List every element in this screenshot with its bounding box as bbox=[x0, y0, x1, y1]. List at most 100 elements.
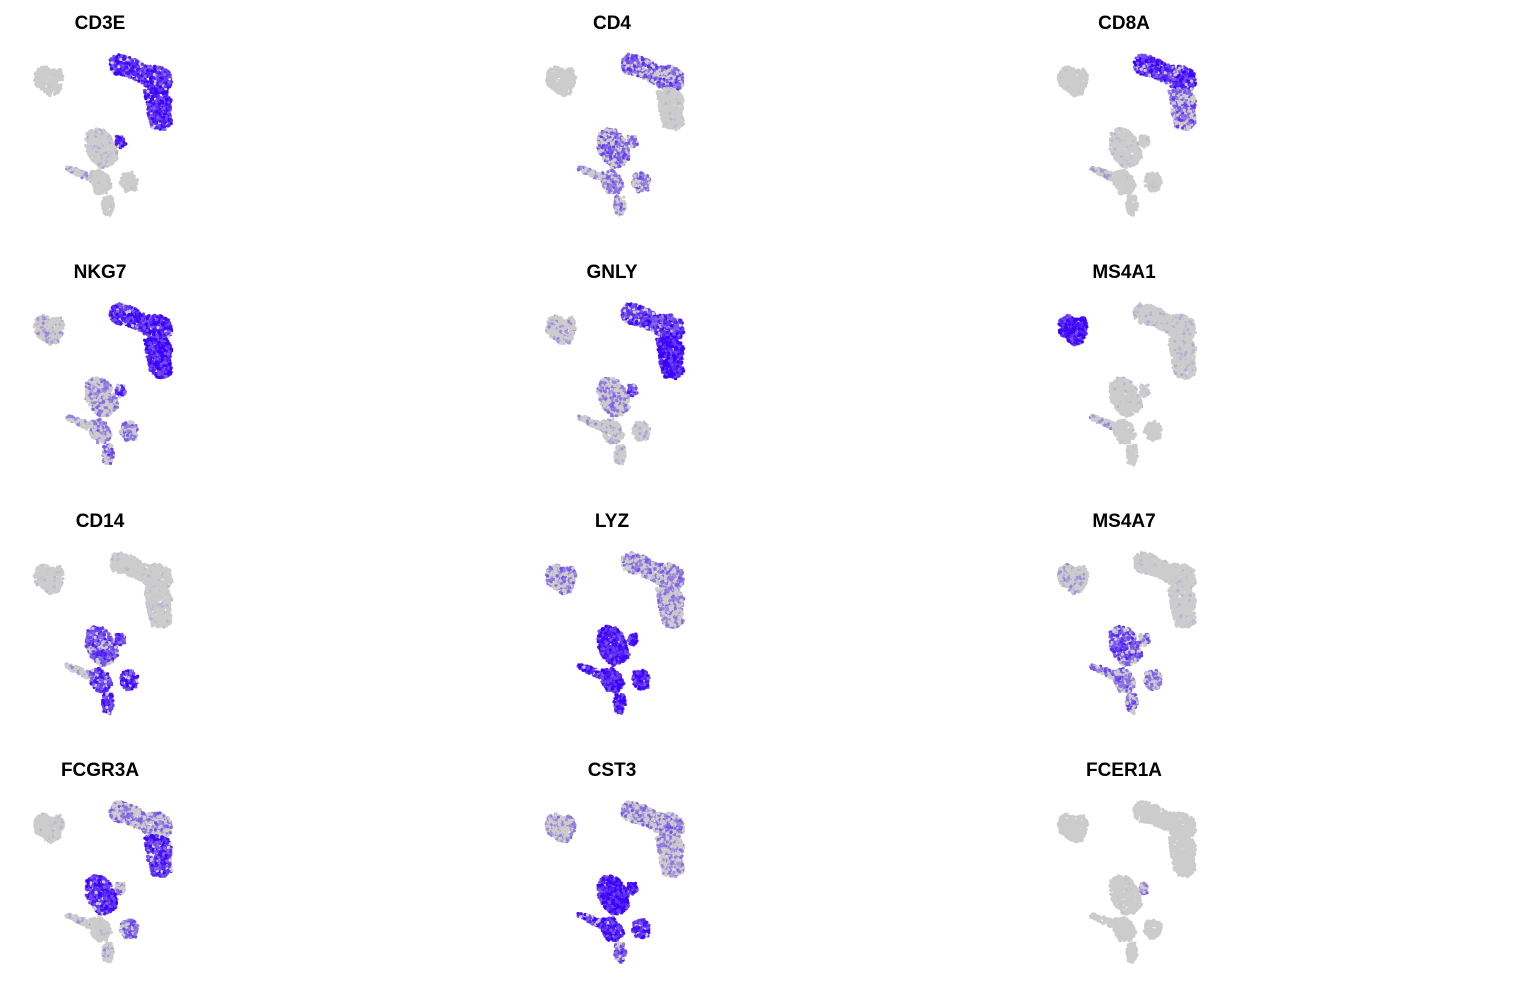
cell-point bbox=[680, 84, 685, 88]
cell-point bbox=[672, 76, 676, 80]
cell-point bbox=[140, 62, 144, 66]
cell-point bbox=[112, 141, 116, 145]
cell-point bbox=[582, 169, 587, 173]
cell-point bbox=[635, 140, 639, 144]
cell-point bbox=[127, 72, 131, 76]
cell-point bbox=[128, 182, 132, 186]
cell-point bbox=[680, 96, 684, 100]
cell-point bbox=[591, 174, 595, 178]
cell-point bbox=[131, 178, 136, 182]
cell-point bbox=[141, 67, 145, 71]
cell-point bbox=[98, 162, 102, 166]
cell-point bbox=[681, 76, 685, 80]
cell-point bbox=[547, 75, 551, 79]
cell-point bbox=[564, 92, 568, 96]
cell-point bbox=[680, 118, 684, 122]
cell-point bbox=[84, 138, 88, 142]
cell-point bbox=[167, 118, 171, 122]
cell-point bbox=[672, 82, 676, 86]
cell-point bbox=[163, 84, 167, 89]
cell-point bbox=[627, 71, 631, 76]
cell-point bbox=[51, 86, 55, 90]
cell-point bbox=[681, 99, 685, 103]
cell-point bbox=[679, 70, 683, 74]
cell-point bbox=[90, 173, 94, 177]
cell-point bbox=[121, 172, 125, 176]
cell-point bbox=[48, 69, 52, 73]
cell-point bbox=[647, 68, 651, 72]
cell-point bbox=[162, 112, 166, 116]
cell-point bbox=[678, 109, 682, 113]
cell-point bbox=[558, 74, 562, 78]
cell-point bbox=[556, 81, 560, 85]
cluster-T-bottom bbox=[655, 86, 686, 132]
cell-point bbox=[104, 153, 108, 157]
cell-point bbox=[95, 139, 99, 143]
cell-point bbox=[141, 72, 145, 76]
cell-point bbox=[621, 140, 625, 144]
cell-point bbox=[629, 68, 633, 72]
cell-point bbox=[670, 95, 674, 100]
cell-point bbox=[145, 71, 150, 75]
cell-point bbox=[37, 81, 41, 85]
cell-point bbox=[104, 213, 108, 217]
cell-point bbox=[103, 208, 107, 212]
cell-point bbox=[646, 64, 650, 68]
cluster-lower-right bbox=[118, 170, 140, 194]
cell-point bbox=[678, 86, 682, 90]
cell-point bbox=[584, 171, 588, 176]
cell-point bbox=[92, 178, 96, 182]
cell-point bbox=[156, 78, 160, 82]
cell-point bbox=[656, 82, 660, 86]
cell-point bbox=[632, 134, 636, 139]
cell-point bbox=[50, 80, 54, 84]
cell-point bbox=[598, 132, 602, 136]
cell-point bbox=[668, 74, 672, 78]
cell-point bbox=[43, 90, 47, 94]
cell-point bbox=[645, 59, 649, 63]
cell-point bbox=[101, 204, 105, 208]
cell-point bbox=[110, 61, 114, 65]
cell-point bbox=[606, 157, 610, 161]
cell-point bbox=[157, 88, 162, 92]
cluster-mono-main bbox=[84, 127, 119, 170]
cell-point bbox=[53, 91, 57, 96]
cell-point bbox=[611, 134, 615, 138]
cell-point bbox=[149, 75, 153, 79]
cell-point bbox=[33, 72, 37, 76]
cell-point bbox=[657, 90, 661, 94]
cell-point bbox=[606, 170, 610, 174]
cell-point bbox=[609, 137, 613, 141]
cell-point bbox=[662, 114, 666, 118]
cell-point bbox=[41, 79, 45, 83]
cell-point bbox=[91, 182, 95, 187]
cell-point bbox=[154, 104, 158, 108]
cell-point bbox=[146, 80, 150, 84]
cell-point bbox=[136, 74, 140, 78]
cell-point bbox=[624, 59, 628, 63]
cell-point bbox=[165, 90, 169, 94]
cell-point bbox=[53, 88, 58, 92]
cell-point bbox=[568, 90, 572, 94]
cell-point bbox=[151, 91, 155, 95]
cell-point bbox=[101, 159, 105, 163]
cell-point bbox=[111, 206, 115, 210]
cell-point bbox=[594, 174, 598, 178]
cell-point bbox=[637, 61, 641, 65]
cell-point bbox=[665, 80, 669, 84]
cell-point bbox=[135, 59, 139, 63]
cell-point bbox=[165, 102, 169, 106]
cell-point bbox=[70, 168, 74, 172]
cell-point bbox=[561, 68, 565, 72]
cell-point bbox=[564, 88, 568, 92]
cell-point bbox=[555, 70, 559, 74]
cell-point bbox=[89, 178, 93, 182]
cell-point bbox=[130, 70, 134, 74]
cell-point bbox=[584, 166, 588, 171]
cell-point bbox=[662, 121, 666, 125]
cell-point bbox=[659, 101, 663, 105]
cell-point bbox=[100, 132, 104, 136]
cell-point bbox=[128, 56, 132, 60]
cluster-tail bbox=[100, 194, 116, 217]
cell-point bbox=[666, 118, 670, 122]
